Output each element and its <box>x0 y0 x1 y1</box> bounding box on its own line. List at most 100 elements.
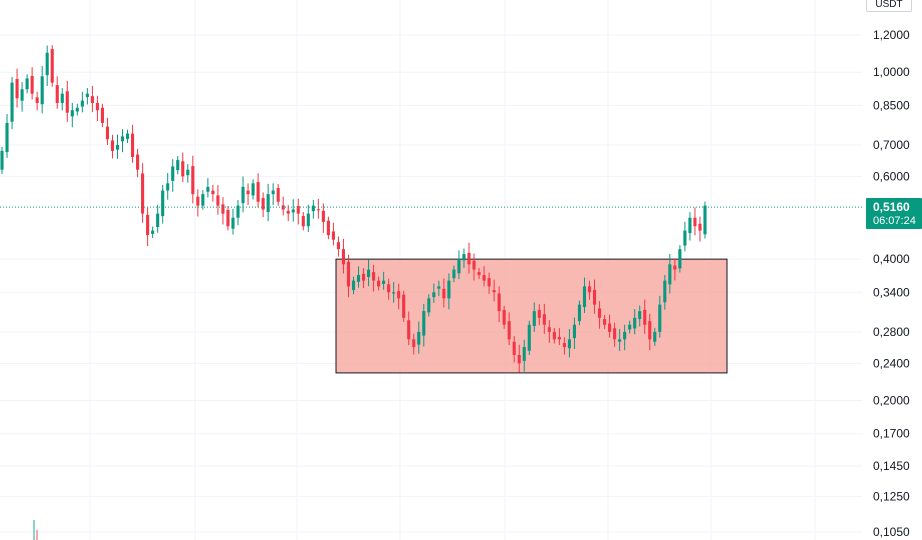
candle-body <box>507 321 511 340</box>
candle-body <box>296 205 300 214</box>
candle-body <box>251 183 255 196</box>
candle-body <box>15 79 19 99</box>
candle-body <box>633 317 637 329</box>
candle-body <box>587 286 592 293</box>
candle-body <box>608 323 612 332</box>
last-price-value: 0,5160 <box>873 200 910 215</box>
range-zone <box>335 258 728 374</box>
y-tick-label: 0,7000 <box>873 138 910 152</box>
candle-body <box>432 292 436 298</box>
y-tick-label: 0,1450 <box>873 459 910 473</box>
candle-body <box>422 311 426 336</box>
candle-body <box>502 309 506 325</box>
candle-body <box>336 242 340 250</box>
candle-body <box>231 217 235 229</box>
candle-body <box>572 324 576 339</box>
candle-body <box>497 293 501 312</box>
candle-body <box>201 194 205 206</box>
candle-body <box>241 186 245 204</box>
candle-body <box>346 261 351 287</box>
candle-body <box>613 328 617 340</box>
candle-body <box>30 75 34 94</box>
candle-body <box>281 205 285 210</box>
y-tick-label: 1,0000 <box>873 65 910 79</box>
candle-body <box>638 311 642 320</box>
candle-body <box>341 249 346 265</box>
candle-body <box>407 320 411 340</box>
candle-body <box>256 182 260 202</box>
candles <box>0 45 707 373</box>
candle-countdown: 06:07:24 <box>873 215 916 228</box>
candle-body <box>321 210 325 222</box>
candle-body <box>10 82 14 122</box>
candle-body <box>261 198 265 210</box>
candle-body <box>542 314 546 325</box>
candle-body <box>105 126 110 140</box>
y-tick-label: 0,1700 <box>873 427 910 441</box>
candle-body <box>683 230 687 246</box>
candle-body <box>487 278 491 287</box>
candle-body <box>216 195 220 206</box>
candle-body <box>166 183 170 191</box>
candle-body <box>181 161 185 177</box>
candle-body <box>120 136 125 142</box>
candle-body <box>226 209 230 227</box>
currency-label[interactable]: USDT <box>866 0 912 12</box>
candle-body <box>125 133 130 139</box>
candle-body <box>447 280 451 299</box>
candle-body <box>211 190 215 195</box>
candle-body <box>367 269 371 277</box>
candle-body <box>20 89 24 101</box>
candle-body <box>311 205 315 212</box>
candle-body <box>276 188 280 202</box>
candle-body <box>537 309 541 318</box>
candle-body <box>673 265 677 270</box>
candle-body <box>221 204 225 214</box>
candle-body <box>658 304 662 332</box>
candle-body <box>628 324 632 330</box>
candle-body <box>462 254 466 261</box>
y-tick-label: 0,2400 <box>873 356 910 370</box>
candle-body <box>618 339 622 342</box>
candle-body <box>35 97 39 103</box>
candle-body <box>331 231 335 240</box>
candle-body <box>512 341 516 356</box>
candle-body <box>161 190 165 217</box>
candle-body <box>653 331 657 342</box>
last-price-tag: 0,5160 06:07:24 <box>866 198 922 230</box>
candle-body <box>457 259 461 274</box>
y-tick-label: 0,4000 <box>873 252 910 266</box>
candle-body <box>141 173 145 214</box>
candle-body <box>0 150 4 170</box>
candle-body <box>698 223 702 231</box>
candle-body <box>50 49 54 83</box>
candle-body <box>361 273 366 281</box>
candle-body <box>65 91 69 113</box>
candle-body <box>266 194 270 213</box>
candle-body <box>55 85 59 103</box>
y-tick-label: 0,6000 <box>873 169 910 183</box>
candle-body <box>643 309 647 325</box>
candle-body <box>75 107 79 112</box>
candle-body <box>115 144 120 150</box>
candle-body <box>131 133 135 157</box>
candle-body <box>648 321 652 340</box>
candle-body <box>693 217 697 227</box>
candle-body <box>326 220 330 236</box>
y-tick-label: 0,2800 <box>873 325 910 339</box>
candle-body <box>351 280 356 291</box>
candle-body <box>467 252 471 265</box>
candle-body <box>306 213 310 227</box>
y-tick-label: 1,2000 <box>873 28 910 42</box>
candle-body <box>186 169 190 176</box>
candle-body <box>246 190 250 195</box>
candle-body <box>427 298 431 313</box>
candle-body <box>477 272 481 276</box>
volume-bar <box>33 520 35 540</box>
candle-body <box>146 214 150 236</box>
candle-body <box>382 280 386 284</box>
candle-body <box>372 272 376 281</box>
candle-body <box>552 331 556 340</box>
candle-body <box>25 78 29 90</box>
